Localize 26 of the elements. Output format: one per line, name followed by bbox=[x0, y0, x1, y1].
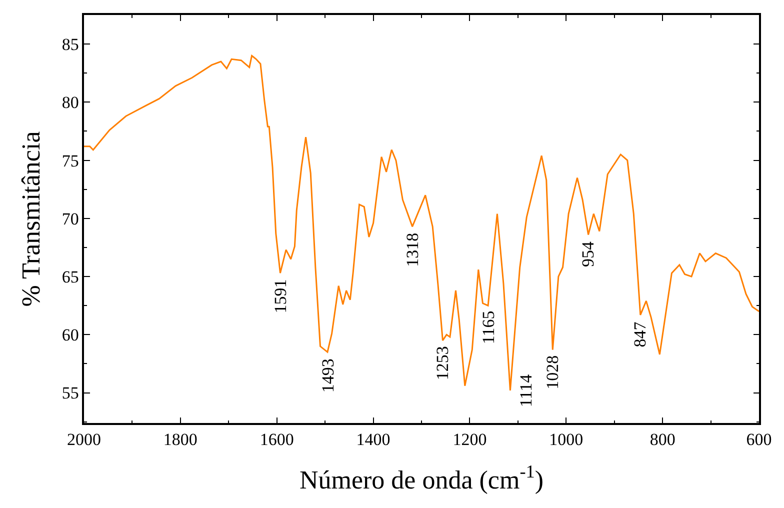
y-axis-title: % Transmitância bbox=[16, 130, 46, 307]
y-tick-label: 70 bbox=[62, 209, 79, 228]
y-tick-label: 75 bbox=[62, 151, 79, 170]
annotation: 1165 bbox=[478, 310, 498, 344]
x-tick-label: 600 bbox=[746, 430, 772, 450]
y-tick-label: 55 bbox=[62, 384, 79, 403]
annotation: 954 bbox=[578, 241, 598, 268]
annotation: 1591 bbox=[271, 279, 290, 314]
annotation: 1493 bbox=[318, 358, 338, 393]
annotation: 1318 bbox=[402, 232, 422, 267]
x-tick-label: 1800 bbox=[163, 430, 198, 450]
x-axis-title: Número de onda (cm$^{-1}$) bbox=[299, 461, 544, 494]
annotation: 1114 bbox=[516, 374, 536, 408]
x-tick-label: 1000 bbox=[549, 430, 584, 450]
x-tick-label: 2000 bbox=[67, 430, 101, 450]
x-tick-label: 1600 bbox=[260, 430, 294, 450]
x-tick-label: 800 bbox=[650, 430, 676, 450]
y-tick-label: 80 bbox=[62, 93, 79, 112]
y-tick-label: 85 bbox=[62, 35, 79, 54]
y-tick-label: 60 bbox=[62, 326, 79, 345]
annotation: 1028 bbox=[542, 355, 562, 390]
annotation: 1253 bbox=[433, 346, 452, 380]
y-tick-label: 65 bbox=[62, 267, 79, 286]
x-tick-label: 1200 bbox=[452, 430, 487, 450]
annotation: 847 bbox=[630, 321, 650, 348]
x-tick-label: 1400 bbox=[356, 430, 390, 450]
